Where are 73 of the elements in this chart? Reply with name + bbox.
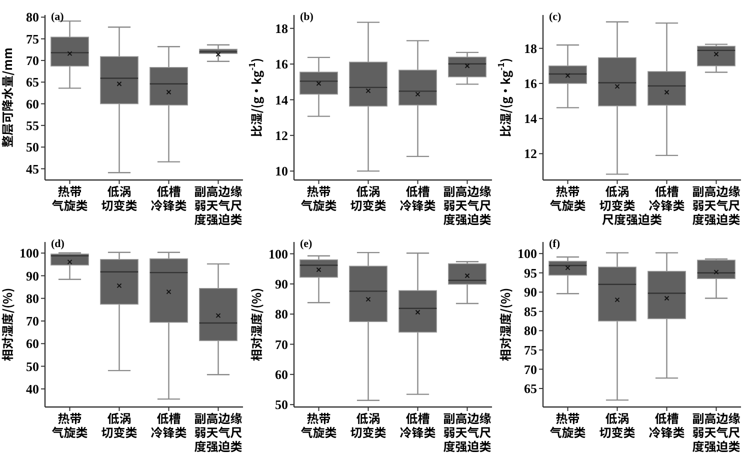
y-tick-label: 70	[26, 314, 39, 329]
y-tick-label: 40	[26, 381, 39, 396]
y-tick-label: 100	[20, 246, 39, 261]
y-tick-label: 14	[524, 111, 538, 126]
x-tick-label: 副高边缘弱天气尺度强迫类	[692, 410, 740, 454]
y-tick-label: 45	[26, 161, 40, 176]
y-tick-label: 80	[26, 10, 39, 25]
y-tick-label: 50	[275, 397, 288, 412]
x-tick-label: 热带气旋类	[550, 183, 586, 214]
x-tick-label: 低槽冷锋类	[400, 410, 436, 441]
y-tick-label: 100	[518, 246, 537, 262]
x-tick-label: 低涡切变类	[350, 410, 386, 441]
y-tick-label: 65	[524, 381, 538, 396]
y-tick-label: 10	[275, 164, 288, 179]
x-tick-label: 热带气旋类	[52, 183, 88, 214]
x-tick-label: 热带气旋类	[550, 410, 586, 441]
y-tick-label: 70	[275, 336, 288, 352]
chart-title: (b)	[300, 11, 314, 23]
x-tick-label: 低涡切变类	[101, 183, 138, 214]
y-tick-label: 85	[524, 304, 538, 319]
x-tick-label: 热带气旋类	[52, 410, 88, 441]
y-tick-label: 90	[275, 276, 288, 292]
y-axis-title: 整层可降水量/mm	[0, 48, 16, 148]
y-tick-label: 100	[268, 246, 288, 262]
x-tick-label: 低槽冷锋类	[150, 410, 187, 441]
x-tick-label: 热带气旋类	[300, 410, 337, 441]
x-tick-label: 低槽冷锋类	[150, 183, 187, 214]
chart-title: (f)	[549, 238, 560, 250]
y-tick-label: 18	[524, 40, 538, 56]
y-tick-label: 16	[524, 76, 538, 92]
x-tick-label: 副高边缘弱天气尺度强迫类	[194, 410, 242, 454]
x-tick-label: 低涡切变类	[350, 183, 386, 214]
y-axis-title: 相对湿度/(%)	[497, 288, 514, 362]
x-tick-label: 低涡切变类	[599, 410, 636, 441]
x-tick-label: 副高边缘弱天气尺度强迫类	[692, 183, 740, 228]
x-tick-label: 低槽冷锋类	[648, 183, 685, 214]
y-tick-label: 90	[26, 268, 39, 284]
x-tick-label: 低涡切变类	[599, 183, 636, 214]
x-tick-label: 低槽冷锋类	[400, 183, 436, 214]
y-tick-label: 80	[275, 306, 288, 322]
y-tick-label: 12	[275, 128, 288, 143]
y-tick-label: 95	[524, 265, 538, 280]
x-tick-label: 低槽冷锋类	[648, 410, 685, 441]
x-tick-label: 副高边缘弱天气尺度强迫类	[443, 410, 492, 454]
y-tick-label: 18	[275, 20, 288, 36]
y-tick-label: 50	[26, 140, 39, 155]
y-tick-label: 90	[524, 284, 537, 300]
y-axis-title: 相对湿度/(%)	[248, 288, 265, 362]
chart-title: (a)	[51, 11, 64, 23]
y-tick-label: 65	[26, 74, 40, 90]
text: 尺度强迫类	[602, 211, 662, 228]
y-tick-label: 75	[524, 342, 538, 358]
x-tick-label: 低涡切变类	[101, 410, 138, 441]
y-tick-label: 80	[524, 323, 537, 338]
y-tick-label: 14	[275, 92, 288, 108]
x-tick-label: 热带气旋类	[300, 183, 337, 214]
y-tick-label: 80	[26, 290, 39, 306]
y-axis-title: 相对湿度/(%)	[0, 288, 16, 362]
chart-title: (c)	[549, 11, 562, 23]
y-tick-label: 60	[275, 366, 288, 382]
chart-title: (e)	[300, 238, 313, 250]
y-tick-label: 70	[26, 53, 39, 68]
x-tick-label: 副高边缘弱天气尺度强迫类	[443, 183, 492, 228]
y-tick-label: 60	[26, 96, 39, 112]
y-tick-label: 12	[524, 146, 537, 162]
y-tick-label: 55	[26, 118, 40, 133]
chart-title: (d)	[51, 238, 65, 250]
y-tick-label: 50	[26, 358, 39, 374]
y-tick-label: 60	[26, 336, 39, 352]
y-tick-label: 16	[275, 56, 288, 72]
x-tick-label: 副高边缘弱天气尺度强迫类	[194, 183, 242, 228]
y-tick-label: 70	[524, 362, 537, 377]
y-tick-label: 75	[26, 31, 40, 46]
